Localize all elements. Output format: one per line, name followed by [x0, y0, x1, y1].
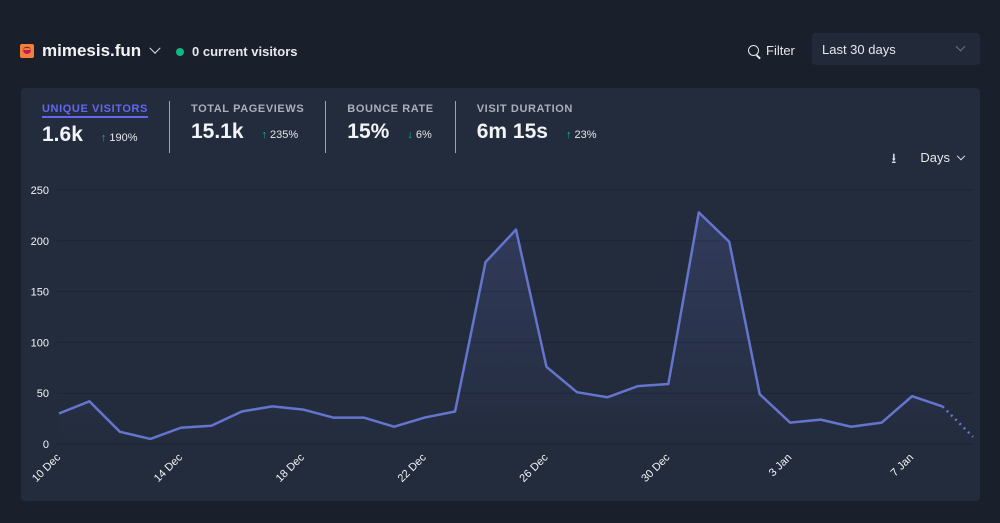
current-visitors-label: 0 current visitors — [192, 44, 298, 59]
chevron-down-icon — [955, 41, 966, 52]
x-tick-label: 30 Dec — [639, 451, 672, 484]
series-line — [58, 211, 943, 441]
interval-select[interactable]: Days — [920, 150, 966, 165]
arrow-up-icon: ↑ — [565, 129, 572, 141]
y-tick-label: 0 — [43, 439, 49, 451]
site-switcher[interactable]: mimesis.fun — [20, 41, 161, 61]
filter-label: Filter — [766, 43, 795, 58]
stat-change: ↓ 6% — [407, 129, 431, 141]
y-tick-label: 50 — [37, 388, 49, 400]
search-icon — [748, 45, 759, 56]
stat-unique-visitors[interactable]: Unique visitors 1.6k ↑ 190% — [21, 88, 169, 154]
stat-change: ↑ 190% — [101, 132, 138, 144]
x-tick-label: 3 Jan — [767, 452, 795, 480]
stats-row: Unique visitors 1.6k ↑ 190% Total pagevie… — [21, 88, 618, 158]
period-label: Last 30 days — [822, 42, 896, 57]
site-name: mimesis.fun — [42, 41, 142, 60]
arrow-down-icon: ↓ — [407, 129, 413, 141]
arrow-up-icon: ↑ — [261, 129, 268, 141]
y-tick-label: 200 — [31, 236, 49, 248]
stat-total-pageviews[interactable]: Total pageviews 15.1k ↑ 235% — [168, 101, 325, 153]
live-dot-icon — [176, 47, 184, 56]
stat-change-value: 190% — [109, 132, 138, 144]
chart-controls: Days — [891, 148, 966, 172]
visitors-chart[interactable]: 0 50 100 150 200 250 10 Dec 14 Dec 18 Dec 22 Dec… — [21, 88, 980, 501]
x-tick-label: 10 Dec — [30, 451, 63, 484]
stat-visit-duration[interactable]: Visit duration 6m 15s ↑ 23% — [454, 101, 618, 153]
x-tick-label: 26 Dec — [517, 451, 550, 484]
x-tick-label: 22 Dec — [396, 451, 429, 484]
y-tick-label: 100 — [31, 337, 49, 349]
series-line-incomplete — [941, 405, 974, 438]
stat-label: Visit duration — [476, 103, 573, 115]
y-tick-label: 250 — [31, 185, 49, 197]
x-tick-label: 18 Dec — [274, 451, 307, 484]
arrow-up-icon: ↑ — [100, 132, 107, 144]
stat-label: Bounce rate — [347, 103, 434, 115]
y-tick-label: 150 — [31, 287, 49, 299]
current-visitors[interactable]: 0 current visitors — [176, 44, 298, 59]
series-area — [59, 212, 973, 444]
stat-value: 1.6k — [42, 123, 83, 146]
stat-change-value: 23% — [574, 129, 597, 141]
stat-change-value: 235% — [270, 129, 299, 141]
filter-button[interactable]: Filter — [748, 43, 795, 58]
stat-bounce-rate[interactable]: Bounce rate 15% ↓ 6% — [325, 101, 454, 153]
stat-change-value: 6% — [415, 129, 432, 141]
stat-change: ↑ 235% — [262, 129, 299, 141]
stat-label: Unique visitors — [42, 103, 148, 118]
interval-label: Days — [920, 150, 950, 165]
download-icon[interactable] — [891, 148, 904, 172]
stat-label: Total pageviews — [190, 103, 305, 115]
site-favicon-icon — [20, 44, 34, 58]
x-tick-label: 14 Dec — [152, 451, 185, 484]
stat-value: 6m 15s — [476, 120, 548, 143]
stats-card: Unique visitors 1.6k ↑ 190% Total pagevie… — [21, 88, 980, 501]
stat-value: 15.1k — [190, 120, 244, 143]
chevron-down-icon — [149, 42, 161, 54]
stat-change: ↑ 23% — [566, 129, 597, 141]
stat-value: 15% — [347, 120, 390, 143]
period-select[interactable]: Last 30 days — [812, 33, 980, 65]
x-tick-label: 7 Jan — [889, 452, 917, 480]
top-bar: mimesis.fun 0 current visitors Filter La… — [20, 33, 980, 68]
